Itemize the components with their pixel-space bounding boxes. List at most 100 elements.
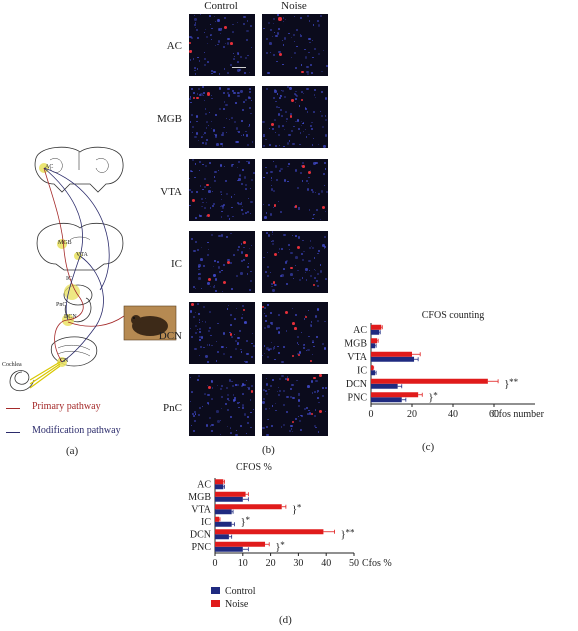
nucleus-dot <box>308 209 310 211</box>
nucleus-dot <box>191 170 194 173</box>
nucleus-dot <box>279 145 281 147</box>
nucleus-dot <box>266 383 269 386</box>
bar-control <box>371 356 415 362</box>
nucleus-dot <box>262 355 264 357</box>
nucleus-dot <box>282 17 285 19</box>
x-tick-label: 20 <box>266 558 276 569</box>
nucleus-dot <box>301 414 304 417</box>
nucleus-dot <box>296 94 299 97</box>
nucleus-dot <box>262 401 265 404</box>
row-label-ac: AC <box>166 40 182 52</box>
nucleus-dot <box>242 22 246 26</box>
vta-highlight <box>74 252 82 260</box>
cfos-positive-dot <box>293 327 297 330</box>
nucleus-dot <box>235 347 238 350</box>
nucleus-dot <box>194 287 197 289</box>
nucleus-dot <box>252 344 255 347</box>
nucleus-dot <box>278 394 281 397</box>
nucleus-dot <box>213 285 216 288</box>
x-tick-label: 0 <box>213 558 218 569</box>
nucleus-dot <box>306 180 309 183</box>
nucleus-dot <box>217 40 221 43</box>
nucleus-dot <box>225 192 229 196</box>
nucleus-dot <box>200 206 202 208</box>
nucleus-dot <box>239 68 242 71</box>
nucleus-dot <box>274 346 276 348</box>
nucleus-dot <box>225 103 228 106</box>
nucleus-dot <box>249 91 252 94</box>
cfos-positive-dot <box>319 374 322 378</box>
nucleus-dot <box>290 129 293 132</box>
nucleus-dot <box>194 410 196 413</box>
nucleus-dot <box>303 343 306 346</box>
nucleus-dot <box>274 90 277 93</box>
nucleus-dot <box>316 336 318 338</box>
nucleus-dot <box>293 125 295 127</box>
nucleus-dot <box>204 108 207 110</box>
nucleus-dot <box>233 91 236 95</box>
nucleus-dot <box>301 161 304 164</box>
nucleus-dot <box>313 415 316 418</box>
row-label-vta: VTA <box>160 186 182 198</box>
category-label: AC <box>353 325 367 336</box>
nucleus-dot <box>248 198 250 200</box>
nucleus-dot <box>275 327 278 330</box>
nucleus-dot <box>210 127 212 129</box>
nucleus-dot <box>239 174 241 176</box>
nucleus-dot <box>218 169 220 172</box>
cochlea-spiral <box>9 370 35 392</box>
nucleus-dot <box>234 55 236 58</box>
nucleus-dot <box>250 384 254 388</box>
nucleus-dot <box>190 237 193 240</box>
nucleus-dot <box>240 134 242 136</box>
nucleus-dot <box>286 395 289 399</box>
nucleus-dot <box>251 178 254 181</box>
nucleus-dot <box>243 15 246 18</box>
nucleus-dot <box>317 390 320 392</box>
nucleus-dot <box>307 348 310 352</box>
nucleus-dot <box>209 15 211 18</box>
nucleus-dot <box>245 57 248 59</box>
nucleus-dot <box>268 419 270 421</box>
nucleus-dot <box>219 388 222 391</box>
nucleus-dot <box>325 190 328 193</box>
nucleus-dot <box>195 132 199 135</box>
nucleus-dot <box>314 315 318 318</box>
bar-control <box>371 383 398 389</box>
nucleus-dot <box>268 203 271 206</box>
brain-label-dcn: DCN <box>64 314 77 320</box>
nucleus-dot <box>323 145 326 148</box>
nucleus-dot <box>279 108 282 112</box>
nucleus-dot <box>308 52 310 54</box>
nucleus-dot <box>320 218 322 220</box>
nucleus-dot <box>222 332 226 335</box>
nucleus-dot <box>197 413 200 416</box>
nucleus-dot <box>243 134 245 136</box>
nucleus-dot <box>207 248 209 251</box>
nucleus-dot <box>214 170 217 174</box>
nucleus-dot <box>203 346 206 349</box>
nucleus-dot <box>317 249 320 252</box>
nucleus-dot <box>248 125 251 128</box>
nucleus-dot <box>244 413 247 416</box>
nucleus-dot <box>300 64 302 66</box>
nucleus-dot <box>311 121 313 124</box>
nucleus-dot <box>275 284 278 287</box>
nucleus-dot <box>235 384 237 386</box>
nucleus-dot <box>207 242 209 244</box>
nucleus-dot <box>245 130 247 133</box>
nucleus-dot <box>200 346 203 349</box>
nucleus-dot <box>236 342 240 345</box>
nucleus-dot <box>314 192 316 194</box>
nucleus-dot <box>312 246 314 249</box>
nucleus-dot <box>292 397 295 400</box>
nucleus-dot <box>194 15 196 17</box>
nucleus-dot <box>193 92 195 94</box>
significance-brace: } <box>240 516 245 528</box>
nucleus-dot <box>312 56 314 59</box>
nucleus-dot <box>219 205 221 208</box>
nucleus-dot <box>295 67 297 70</box>
nucleus-dot <box>307 14 310 17</box>
cfos-positive-dot <box>292 322 296 326</box>
nucleus-dot <box>313 94 316 97</box>
